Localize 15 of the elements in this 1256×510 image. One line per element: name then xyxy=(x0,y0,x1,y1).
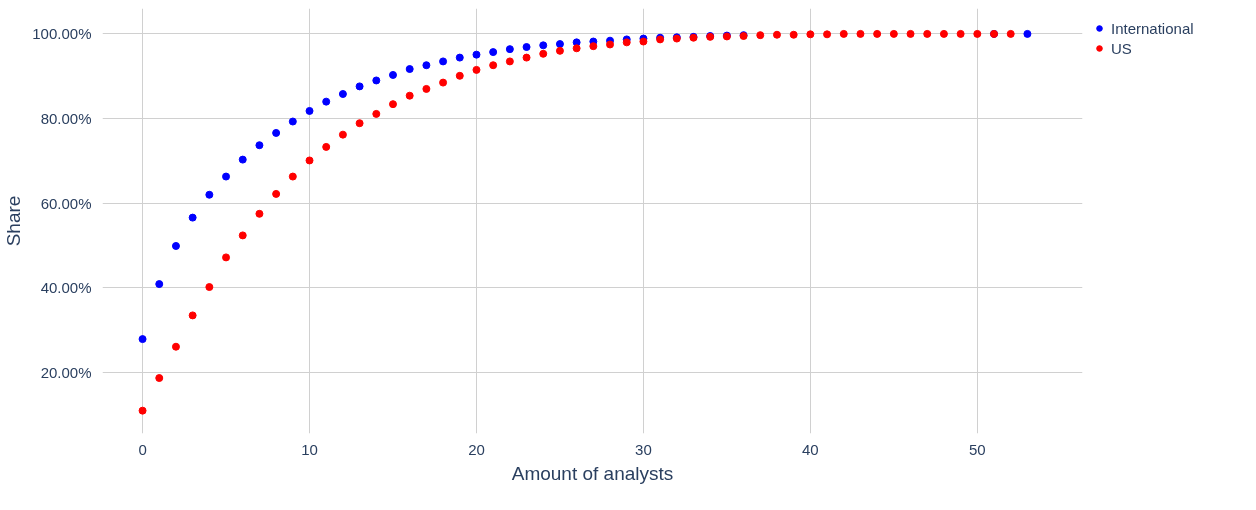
x-tick-label: 0 xyxy=(138,440,147,458)
x-tick-label: 10 xyxy=(301,440,318,458)
x-tick-label: 40 xyxy=(802,440,819,458)
x-tick-label: 20 xyxy=(468,440,485,458)
y-tick-label: 40.00% xyxy=(40,279,92,297)
x-tick-label: 30 xyxy=(635,440,652,458)
y-tick-label: 100.00% xyxy=(32,25,92,43)
y-axis-title: Share xyxy=(3,195,25,247)
y-tick-label: 20.00% xyxy=(40,364,92,382)
y-tick-label: 80.00% xyxy=(40,110,92,128)
legend-label: International xyxy=(1111,19,1194,37)
legend-label: US xyxy=(1111,39,1132,57)
x-tick-label: 50 xyxy=(968,440,986,458)
x-axis-title: Amount of analysts xyxy=(511,462,674,484)
y-tick-label: 60.00% xyxy=(40,194,92,212)
